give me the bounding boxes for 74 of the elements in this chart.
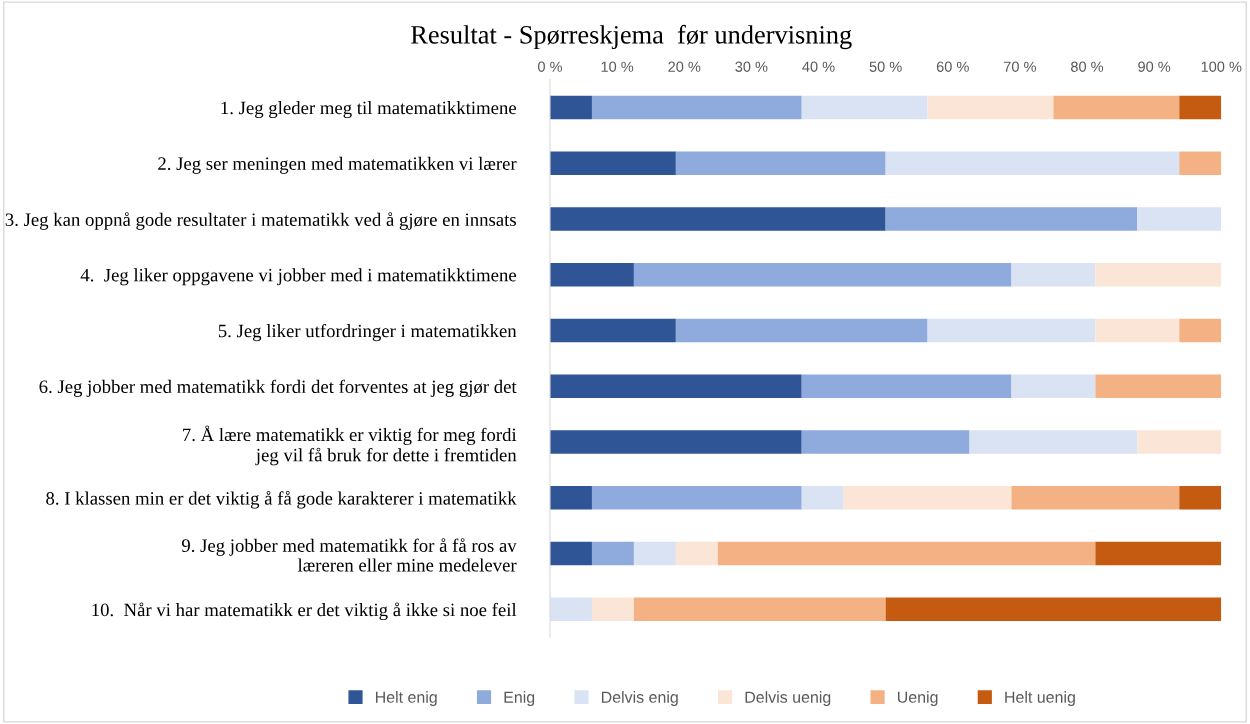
bar <box>1179 95 1222 120</box>
x-tick-label: 30 % <box>735 61 768 72</box>
bar <box>591 597 634 621</box>
y-tick-label: 7. Å lære matematikk er viktig for meg fordi jeg vil få bruk for dette i fremtiden <box>183 425 517 466</box>
x-tick-label: 90 % <box>1138 61 1171 72</box>
x-tick-label: 10 % <box>601 61 634 72</box>
chart-title: Resultat - Spørreskjema før undervisning <box>411 24 852 50</box>
x-tick-label: 0 % <box>538 61 563 72</box>
bar <box>1137 207 1222 231</box>
legend-label: Helt enig <box>375 691 437 706</box>
bar <box>1095 263 1222 287</box>
bar <box>927 95 1054 120</box>
bar <box>801 486 844 510</box>
legend-label: Delvis uenig <box>745 691 831 706</box>
x-tick-label: 70 % <box>1004 61 1036 72</box>
bar <box>1095 541 1222 566</box>
bar <box>801 374 1012 398</box>
bar <box>633 263 1012 287</box>
bar <box>675 541 718 566</box>
bar <box>550 318 676 343</box>
x-tick-label: 20 % <box>668 61 701 72</box>
x-tick-label: 40 % <box>802 61 835 72</box>
bar <box>1095 374 1222 398</box>
bar <box>633 541 676 566</box>
y-tick-label: 8. I klassen min er det viktig å få gode karakterer i matematikk <box>46 490 517 509</box>
legend-label: Enig <box>504 691 535 706</box>
bar <box>550 430 802 454</box>
bar <box>1095 318 1180 343</box>
bar <box>927 318 1096 343</box>
bar <box>675 151 886 175</box>
bar <box>801 95 928 120</box>
legend-label: Delvis enig <box>601 691 678 706</box>
bar <box>1011 374 1096 398</box>
bar <box>591 486 802 510</box>
y-tick-label: 3. Jeg kan oppnå gode resultater i matematikk ved å gjøre en innsats <box>5 212 516 230</box>
legend-label: Uenig <box>897 691 938 706</box>
bar <box>843 486 1012 510</box>
bar <box>550 486 592 510</box>
bar <box>885 207 1138 231</box>
bar <box>550 597 592 621</box>
bar <box>633 597 886 621</box>
bar <box>1137 430 1222 454</box>
bar <box>675 318 928 343</box>
y-tick-label: 6. Jeg jobber med matematikk fordi det forventes at jeg gjør det <box>39 379 517 397</box>
bar <box>1179 318 1222 343</box>
bar <box>885 597 1222 621</box>
y-tick-label: 10. Når vi har matematikk er det viktig å ikke si noe feil <box>92 602 517 621</box>
bar <box>717 541 1096 566</box>
bar <box>550 374 802 398</box>
bar <box>801 430 970 454</box>
bar <box>1179 486 1222 510</box>
bar <box>550 263 634 287</box>
y-tick-label: 1. Jeg gleder meg til matematikktimene <box>221 101 517 119</box>
bar <box>550 151 676 175</box>
y-tick-label: 4. Jeg liker oppgavene vi jobber med i matematikktimene <box>80 268 517 286</box>
bar <box>1053 95 1180 120</box>
x-tick-label: 100 % <box>1201 61 1242 72</box>
bar <box>1011 486 1180 510</box>
bar <box>550 541 592 566</box>
bar <box>591 541 634 566</box>
bar <box>969 430 1138 454</box>
bar <box>591 95 802 120</box>
bar <box>1179 151 1222 175</box>
bar <box>885 151 1180 175</box>
x-tick-label: 80 % <box>1071 61 1104 72</box>
bar <box>1011 263 1096 287</box>
x-tick-label: 50 % <box>869 61 902 72</box>
legend-label: Helt uenig <box>1005 691 1075 706</box>
bar <box>550 207 886 231</box>
y-tick-label: 2. Jeg ser meningen med matematikken vi lærer <box>158 156 517 174</box>
x-tick-label: 60 % <box>936 61 969 72</box>
y-tick-label: 9. Jeg jobber med matematikk for å få ros av læreren eller mine medelever <box>181 538 517 572</box>
bar <box>550 95 592 120</box>
y-tick-label: 5. Jeg liker utfordringer i matematikken <box>218 323 517 342</box>
